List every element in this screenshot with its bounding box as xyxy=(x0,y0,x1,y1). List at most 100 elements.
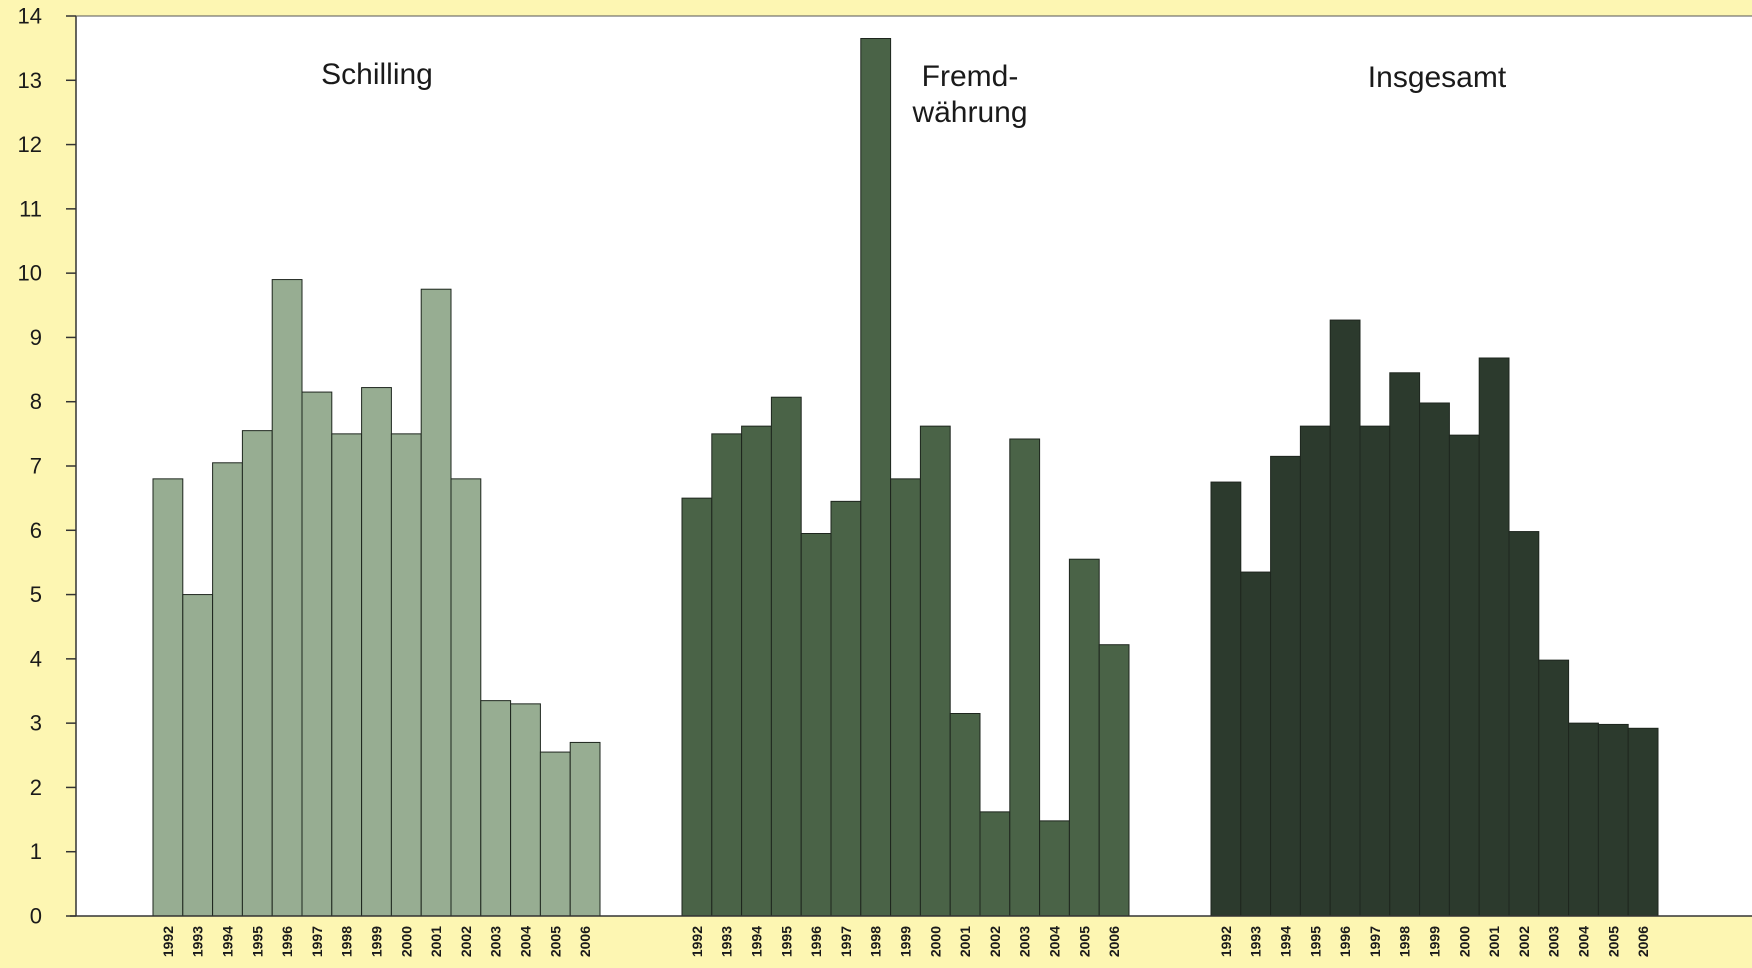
bar-insgesamt-2004 xyxy=(1568,722,1599,917)
bar-insgesamt-1992 xyxy=(1210,481,1242,917)
y-tick-label: 5 xyxy=(30,582,42,607)
y-tick-label: 6 xyxy=(30,518,42,543)
x-tick-label: 1995 xyxy=(249,926,265,957)
y-tick-label: 2 xyxy=(30,775,42,800)
bar-schilling-2003 xyxy=(480,700,512,917)
bar-fremd-w-hrung-1998 xyxy=(860,38,892,917)
x-tick-label: 2003 xyxy=(1017,926,1033,957)
bar-fremd-w-hrung-1995 xyxy=(770,396,802,917)
x-tick-label: 1993 xyxy=(719,926,735,957)
bar-fremd-w-hrung-2004 xyxy=(1039,820,1070,917)
x-tick-label: 1994 xyxy=(1278,926,1294,957)
bar-fremd-w-hrung-2002 xyxy=(979,811,1011,917)
axes-layer xyxy=(66,15,1752,917)
bar-schilling-1997 xyxy=(301,391,333,917)
bar-insgesamt-1994 xyxy=(1270,455,1301,917)
x-tick-label: 1993 xyxy=(1248,926,1264,957)
x-tick-label: 2000 xyxy=(1456,926,1472,957)
x-tick-label: 2000 xyxy=(927,926,943,957)
bar-schilling-2001 xyxy=(420,288,452,917)
bar-schilling-1992 xyxy=(152,478,184,917)
x-tick-label: 2001 xyxy=(1486,926,1502,957)
bar-insgesamt-1997 xyxy=(1359,425,1391,917)
y-tick-label: 4 xyxy=(30,646,42,671)
x-tick-label: 2002 xyxy=(458,926,474,957)
x-tick-label: 2001 xyxy=(957,926,973,957)
bar-fremd-w-hrung-1992 xyxy=(681,497,713,917)
x-tick-label: 2001 xyxy=(428,926,444,957)
x-tick-label: 1995 xyxy=(778,926,794,957)
x-tick-label: 2000 xyxy=(398,926,414,957)
x-tick-label: 1998 xyxy=(1397,926,1413,957)
y-tick-label: 12 xyxy=(18,132,42,157)
x-tick-label: 1999 xyxy=(1427,926,1443,957)
x-tick-label: 1995 xyxy=(1307,926,1323,957)
y-tick-label: 11 xyxy=(19,196,42,221)
x-tick-label: 2002 xyxy=(1516,926,1532,957)
bar-fremd-w-hrung-2006 xyxy=(1098,644,1130,917)
x-tick-label: 2006 xyxy=(1106,926,1122,957)
bar-schilling-1994 xyxy=(212,462,243,917)
x-tick-label: 1997 xyxy=(1367,926,1383,957)
bar-insgesamt-1993 xyxy=(1240,571,1272,917)
x-tick-label: 2005 xyxy=(547,926,563,957)
x-tick-label: 1994 xyxy=(220,926,236,957)
bar-schilling-1999 xyxy=(361,387,392,917)
series-label: Fremd-währung xyxy=(911,60,1027,129)
bar-fremd-w-hrung-1999 xyxy=(890,478,921,917)
x-tick-label: 1997 xyxy=(309,926,325,957)
bar-schilling-2005 xyxy=(539,751,571,917)
bar-schilling-1998 xyxy=(331,433,363,917)
y-tick-label: 9 xyxy=(30,325,42,350)
y-tick-label: 10 xyxy=(18,261,42,286)
bar-fremd-w-hrung-1996 xyxy=(800,533,832,917)
bars-layer xyxy=(152,38,1659,917)
x-tick-label: 1998 xyxy=(868,926,884,957)
bar-schilling-1995 xyxy=(241,430,273,917)
bar-fremd-w-hrung-2003 xyxy=(1009,438,1041,917)
y-tick-label: 1 xyxy=(30,839,42,864)
x-tick-label: 1998 xyxy=(339,926,355,957)
x-tick-label: 2003 xyxy=(488,926,504,957)
bar-schilling-2004 xyxy=(510,703,541,917)
x-tick-label: 2006 xyxy=(577,926,593,957)
x-tick-label: 1996 xyxy=(279,926,295,957)
x-tick-label: 1996 xyxy=(808,926,824,957)
bar-fremd-w-hrung-2005 xyxy=(1068,558,1100,917)
x-tick-label: 2004 xyxy=(518,926,534,957)
bar-fremd-w-hrung-1993 xyxy=(711,433,743,917)
x-tick-label: 1999 xyxy=(898,926,914,957)
series-label: Schilling xyxy=(321,58,433,91)
x-tick-label: 1992 xyxy=(160,926,176,957)
x-tick-label: 1999 xyxy=(369,926,385,957)
bar-insgesamt-1995 xyxy=(1299,425,1331,917)
y-tick-label: 7 xyxy=(30,454,42,479)
bar-schilling-2000 xyxy=(390,433,422,917)
y-tick-label: 13 xyxy=(18,68,42,93)
x-tick-label: 2003 xyxy=(1546,926,1562,957)
bar-insgesamt-2005 xyxy=(1597,723,1629,917)
bar-insgesamt-1996 xyxy=(1329,319,1361,917)
bar-schilling-2002 xyxy=(450,478,482,917)
x-tick-label: 1994 xyxy=(749,926,765,957)
y-tick-label: 3 xyxy=(30,711,42,736)
x-tick-label: 2005 xyxy=(1076,926,1092,957)
x-tick-label: 2004 xyxy=(1047,926,1063,957)
x-tick-label: 1996 xyxy=(1337,926,1353,957)
x-tick-label: 2006 xyxy=(1635,926,1651,957)
bar-fremd-w-hrung-2000 xyxy=(919,425,951,917)
x-tick-label: 1992 xyxy=(1218,926,1234,957)
labels-layer: 1992 1993 1994 1995 1996 1997 1998 1999 2000 2001… xyxy=(18,4,1652,958)
bar-fremd-w-hrung-1997 xyxy=(830,500,862,917)
x-tick-label: 1993 xyxy=(190,926,206,957)
series-label: Insgesamt xyxy=(1368,61,1507,94)
bar-fremd-w-hrung-2001 xyxy=(949,713,981,917)
x-tick-label: 2002 xyxy=(987,926,1003,957)
x-tick-label: 1992 xyxy=(689,926,705,957)
bar-insgesamt-1999 xyxy=(1419,402,1450,917)
y-tick-label: 0 xyxy=(30,904,42,929)
x-tick-label: 2005 xyxy=(1605,926,1621,957)
bar-insgesamt-2001 xyxy=(1478,357,1510,917)
bar-insgesamt-1998 xyxy=(1389,372,1421,917)
